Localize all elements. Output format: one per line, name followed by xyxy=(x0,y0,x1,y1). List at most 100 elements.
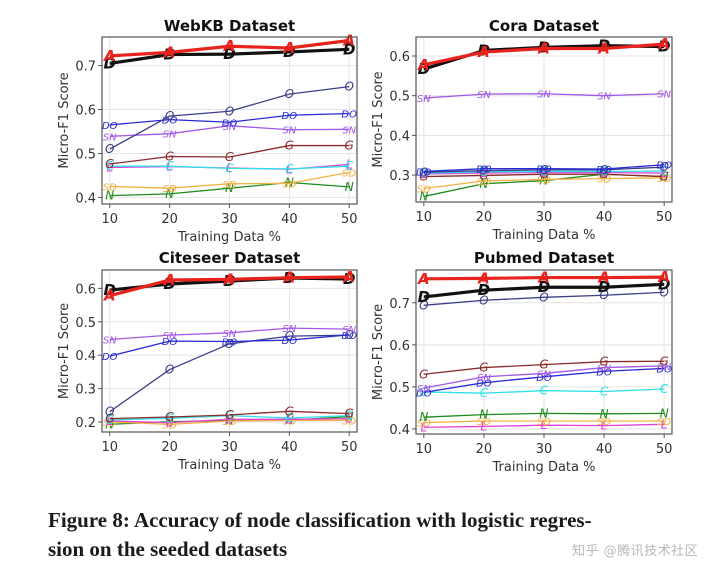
data-point-d: D xyxy=(478,281,490,299)
y-tick-label: 0.2 xyxy=(75,416,96,431)
y-tick-label: 0.6 xyxy=(389,339,410,354)
data-point-sn: SN xyxy=(103,335,117,346)
series-line-o xyxy=(109,86,350,150)
data-point-d: D xyxy=(104,54,116,72)
y-tick-label: 0.4 xyxy=(75,191,96,206)
data-point-g: G xyxy=(660,170,669,184)
data-point-do: DO xyxy=(596,165,612,176)
series-line-sn xyxy=(423,93,665,99)
data-point-sn: SN xyxy=(417,384,431,395)
x-tick-label: 10 xyxy=(416,442,433,457)
data-point-sd: SD xyxy=(222,180,236,191)
x-tick-label: 40 xyxy=(281,212,298,227)
data-point-o: O xyxy=(599,163,608,177)
data-point-o: O xyxy=(659,160,668,174)
data-point-sd: SD xyxy=(282,416,296,427)
y-axis-label: Micro-F1 Score xyxy=(371,71,386,167)
x-tick-label: 50 xyxy=(341,440,358,455)
data-point-l: L xyxy=(661,417,668,431)
data-point-sn: SN xyxy=(417,94,431,105)
data-point-d: D xyxy=(658,275,670,293)
data-point-c: C xyxy=(600,385,609,399)
data-point-sn: SN xyxy=(103,132,117,143)
data-point-sd: SD xyxy=(103,418,117,429)
series-line-o xyxy=(423,291,665,306)
data-point-n: N xyxy=(345,180,354,194)
data-point-g: G xyxy=(479,168,488,182)
data-point-n: N xyxy=(165,187,174,201)
data-point-o: O xyxy=(659,285,668,299)
data-point-sn: SN xyxy=(163,130,177,141)
y-tick-label: 0.5 xyxy=(75,316,96,331)
series-line-l xyxy=(423,171,665,175)
data-point-a: A xyxy=(597,269,610,287)
data-point-c: C xyxy=(540,384,549,398)
data-point-do: DO xyxy=(416,388,432,399)
data-point-c: C xyxy=(106,159,115,173)
data-point-sn: SN xyxy=(537,90,551,101)
data-point-l: L xyxy=(661,166,668,180)
series-line-l xyxy=(109,417,350,424)
data-point-d: D xyxy=(598,37,610,55)
data-point-g: G xyxy=(285,139,294,153)
data-point-o: O xyxy=(539,290,548,304)
data-point-sd: SD xyxy=(597,175,611,186)
data-point-d: D xyxy=(223,45,235,63)
y-axis-label: Micro-F1 Score xyxy=(371,304,386,400)
y-tick-label: 0.5 xyxy=(389,90,410,105)
data-point-g: G xyxy=(599,167,608,181)
x-tick-label: 10 xyxy=(102,212,119,227)
series-line-sd xyxy=(423,177,665,190)
data-point-n: N xyxy=(660,170,669,184)
data-point-do: DO xyxy=(536,165,552,176)
x-tick-label: 40 xyxy=(281,440,298,455)
y-tick-label: 0.7 xyxy=(389,297,410,312)
data-point-sd: SD xyxy=(163,420,177,431)
chart-title: Pubmed Dataset xyxy=(474,249,614,267)
data-point-l: L xyxy=(106,414,113,428)
data-point-o: O xyxy=(225,337,234,351)
data-point-g: G xyxy=(105,157,114,171)
data-point-a: A xyxy=(223,37,236,55)
data-point-sd: SD xyxy=(342,416,356,427)
data-point-l: L xyxy=(106,161,113,175)
data-point-l: L xyxy=(420,167,427,181)
y-tick-label: 0.6 xyxy=(389,50,410,65)
data-point-l: L xyxy=(541,418,548,432)
watermark: 知乎 @腾讯技术社区 xyxy=(572,544,699,559)
data-point-g: G xyxy=(345,407,354,421)
data-point-sn: SN xyxy=(597,92,611,103)
x-tick-label: 20 xyxy=(161,212,178,227)
data-point-do: DO xyxy=(341,109,357,120)
data-point-c: C xyxy=(165,159,174,173)
data-point-l: L xyxy=(420,420,427,434)
data-point-c: C xyxy=(285,162,294,176)
data-point-o: O xyxy=(419,165,428,179)
y-tick-label: 0.4 xyxy=(389,129,410,144)
data-point-n: N xyxy=(285,175,294,189)
data-point-a: A xyxy=(417,56,430,74)
data-point-do: DO xyxy=(162,116,178,127)
x-tick-label: 50 xyxy=(656,442,673,457)
data-point-a: A xyxy=(657,35,670,53)
x-tick-label: 10 xyxy=(416,210,433,225)
data-point-c: C xyxy=(480,165,489,179)
data-point-l: L xyxy=(601,419,608,433)
data-point-a: A xyxy=(537,40,550,58)
series-line-g xyxy=(109,410,350,420)
data-point-g: G xyxy=(539,358,548,372)
data-point-do: DO xyxy=(222,337,238,348)
caption-line-2: sion on the seeded datasets xyxy=(48,537,288,561)
data-point-g: G xyxy=(419,170,428,184)
series-line-o xyxy=(109,334,350,413)
data-point-o: O xyxy=(105,142,114,156)
series-line-c xyxy=(423,170,665,174)
data-point-sd: SD xyxy=(163,184,177,195)
x-tick-label: 30 xyxy=(536,210,553,225)
data-point-l: L xyxy=(286,412,293,426)
y-tick-label: 0.3 xyxy=(75,383,96,398)
data-point-l: L xyxy=(481,166,488,180)
series-line-sd xyxy=(109,171,350,189)
